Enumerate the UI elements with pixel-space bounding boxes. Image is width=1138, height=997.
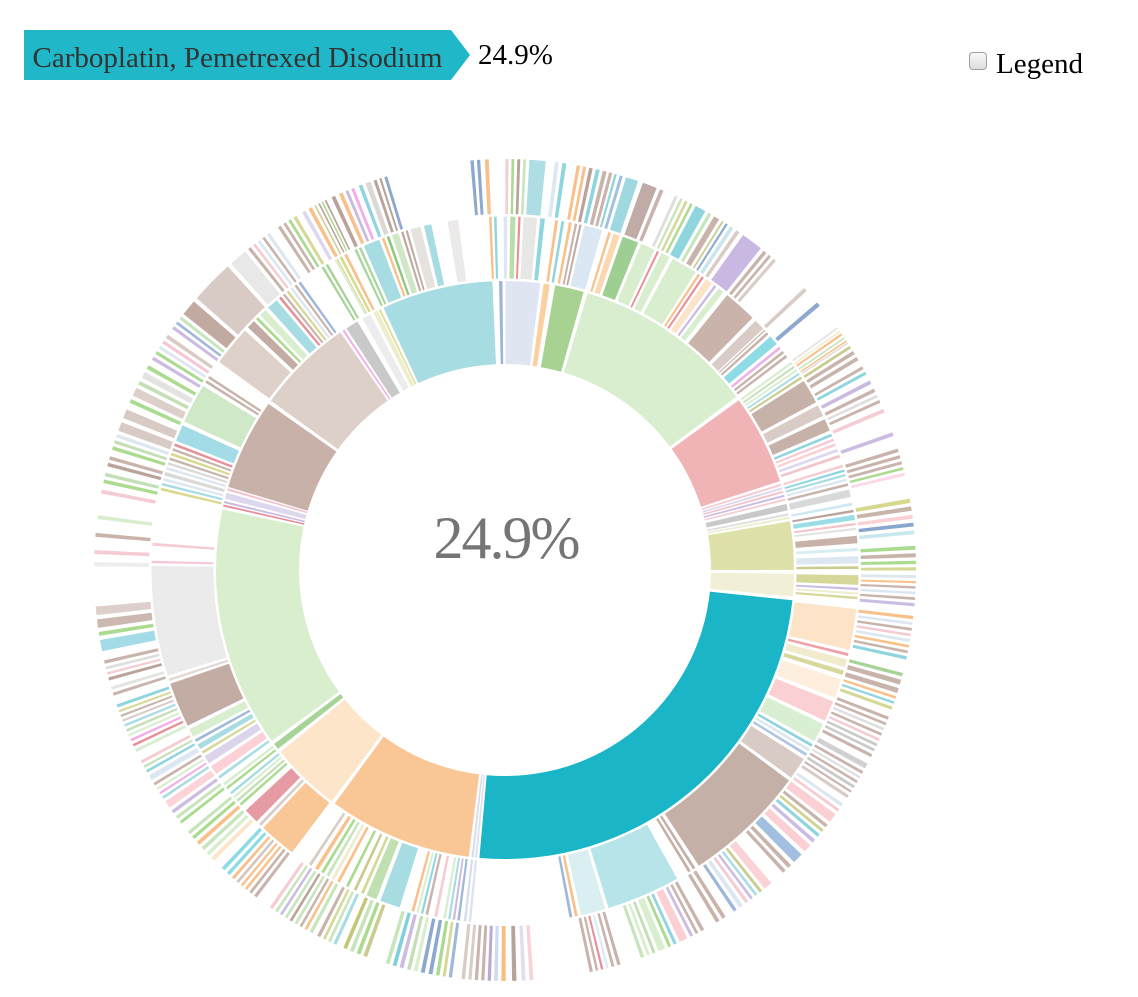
svg-text:24.9%: 24.9%: [434, 505, 579, 571]
